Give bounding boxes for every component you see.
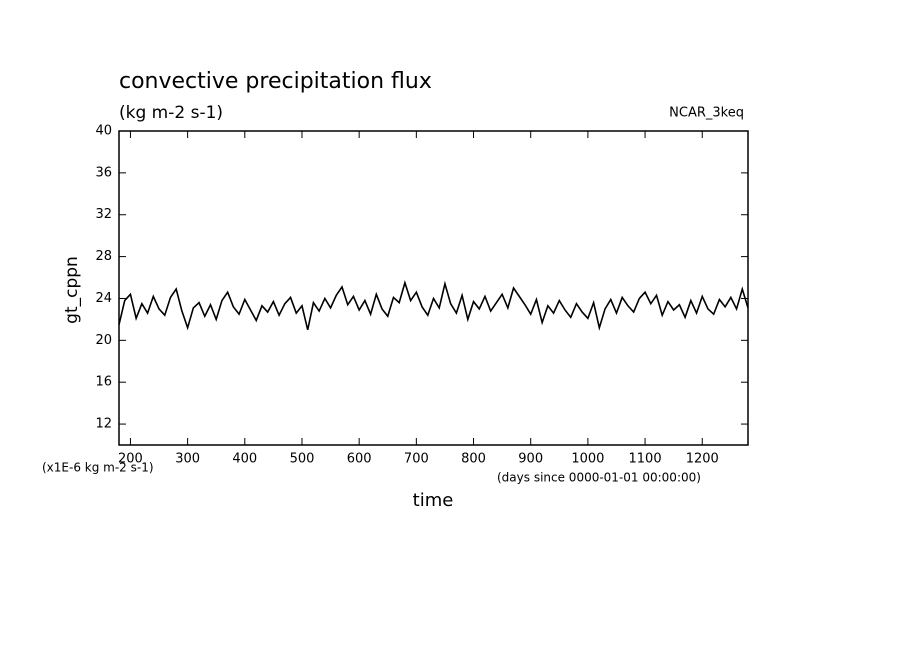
y-tick-label: 24 <box>95 291 112 306</box>
y-tick-label: 40 <box>95 124 112 139</box>
x-tick-label: 600 <box>347 452 372 467</box>
x-tick-label: 1000 <box>571 452 604 467</box>
y-tick-label: 20 <box>95 333 112 348</box>
x-tick-label: 400 <box>232 452 257 467</box>
x-tick-label: 500 <box>290 452 315 467</box>
x-tick-label: 1100 <box>629 452 662 467</box>
x-tick-label: 900 <box>518 452 543 467</box>
annotation: NCAR_3keq <box>669 106 744 121</box>
data-line <box>118 280 749 331</box>
x-axis-label: time <box>413 490 454 511</box>
x-tick-label: 200 <box>118 452 143 467</box>
x-tick-label: 700 <box>404 452 429 467</box>
x-units: (days since 0000-01-01 00:00:00) <box>497 471 701 485</box>
y-tick-label: 32 <box>95 207 112 222</box>
chart-subtitle: (kg m-2 s-1) <box>119 103 223 123</box>
x-tick-label: 800 <box>461 452 486 467</box>
y-tick-label: 12 <box>95 417 112 432</box>
plot-frame <box>118 130 749 446</box>
y-units: (x1E-6 kg m-2 s-1) <box>42 461 154 475</box>
x-tick-label: 1200 <box>686 452 719 467</box>
y-tick-label: 16 <box>95 375 112 390</box>
y-tick-label: 36 <box>95 165 112 180</box>
x-tick-label: 300 <box>175 452 200 467</box>
y-axis-label: gt_cppn <box>62 256 82 324</box>
y-tick-label: 28 <box>95 249 112 264</box>
chart-title: convective precipitation flux <box>119 69 432 94</box>
